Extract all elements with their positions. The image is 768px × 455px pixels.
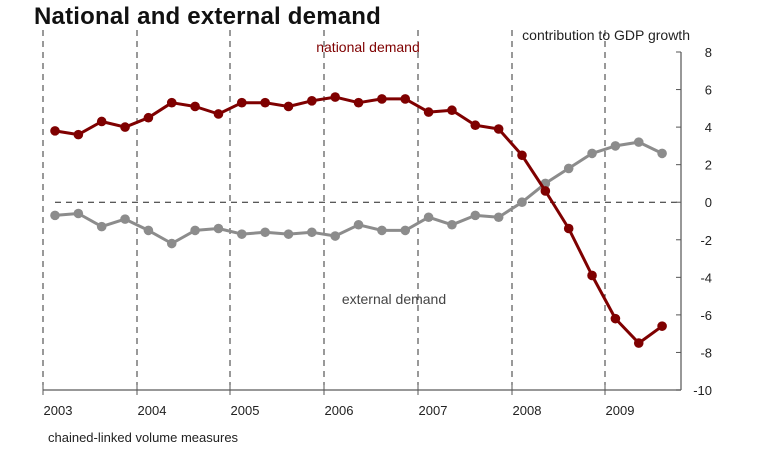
y-tick-label: -2 (700, 233, 712, 248)
national-demand-point (73, 129, 84, 140)
y-tick-label: 6 (705, 83, 712, 98)
national-demand-point (377, 94, 387, 104)
y-tick-label: 0 (705, 195, 712, 210)
external-demand-point (353, 219, 364, 230)
x-tick-label: 2006 (325, 403, 354, 418)
national-demand-point (50, 126, 60, 136)
external-demand-point (260, 227, 270, 238)
y-tick-label: -6 (700, 308, 712, 323)
national-demand-point (470, 120, 481, 131)
national-demand-point (330, 92, 341, 102)
series-layer (50, 92, 667, 348)
external-demand-point (96, 221, 107, 232)
external-demand-point (400, 225, 411, 236)
y-tick-label: -8 (700, 345, 712, 360)
external-demand-point (50, 210, 60, 221)
external-demand-point (563, 163, 574, 174)
grid (42, 30, 681, 390)
series-external-demand (50, 137, 667, 249)
external-demand-point (377, 225, 387, 236)
external-demand-point (143, 225, 154, 236)
national-demand-point (540, 186, 551, 196)
external-demand-point (120, 214, 130, 224)
x-tick-label: 2009 (606, 403, 635, 418)
external-demand-point (73, 208, 84, 219)
external-demand-point (493, 212, 504, 223)
x-tick-label: 2004 (138, 403, 167, 418)
national-demand-point (213, 109, 224, 119)
x-tick-label: 2003 (44, 403, 73, 418)
external-demand-point (610, 141, 621, 151)
national-demand-point (657, 321, 667, 331)
national-demand-point (353, 97, 364, 108)
external-demand-point (166, 238, 177, 249)
y-tick-label: 2 (705, 158, 712, 173)
national-demand-point (587, 270, 597, 281)
external-demand-label: external demand (342, 291, 446, 307)
national-demand-point (96, 116, 107, 127)
external-demand-point (237, 229, 247, 239)
national-demand-point (447, 105, 457, 116)
external-demand-point (307, 227, 317, 238)
national-demand-point (166, 97, 177, 108)
x-tick-label: 2005 (231, 403, 260, 418)
national-demand-point (237, 97, 247, 108)
national-demand-point (260, 97, 270, 108)
national-demand-label: national demand (316, 39, 420, 55)
external-demand-point (190, 225, 200, 236)
y-tick-label: 4 (705, 120, 712, 135)
national-demand-point (400, 94, 411, 104)
national-demand-point (633, 338, 644, 348)
external-demand-point (283, 229, 294, 239)
external-demand-point (517, 197, 527, 208)
external-demand-point (657, 148, 667, 159)
national-demand-point (283, 101, 294, 112)
external-demand-point (213, 223, 224, 234)
national-demand-point (190, 101, 200, 112)
external-demand-point (330, 231, 341, 241)
y-axis-label: contribution to GDP growth (522, 27, 690, 43)
footnote: chained-linked volume measures (48, 430, 239, 445)
national-demand-point (423, 107, 434, 117)
x-tick-label: 2008 (513, 403, 542, 418)
external-demand-point (447, 219, 457, 230)
axes: 2003 2004 2005 2006 2007 2008 2009 8 6 4 2 0 -2 -4 -6 -… (42, 45, 712, 418)
chart-title: National and external demand (34, 3, 382, 30)
national-demand-point (517, 150, 527, 161)
national-demand-point (610, 313, 621, 324)
national-demand-point (143, 112, 154, 123)
external-demand-point (587, 148, 597, 159)
external-demand-point (633, 137, 644, 147)
y-tick-label: -10 (693, 383, 712, 398)
external-demand-point (470, 210, 481, 221)
x-tick-label: 2007 (419, 403, 448, 418)
series-national-demand (50, 92, 667, 348)
external-demand-point (423, 212, 434, 223)
y-tick-label: -4 (700, 270, 712, 285)
national-demand-point (307, 96, 317, 106)
national-demand-point (563, 223, 574, 234)
y-tick-label: 8 (705, 45, 712, 60)
national-demand-point (493, 124, 504, 134)
national-demand-point (120, 122, 130, 132)
